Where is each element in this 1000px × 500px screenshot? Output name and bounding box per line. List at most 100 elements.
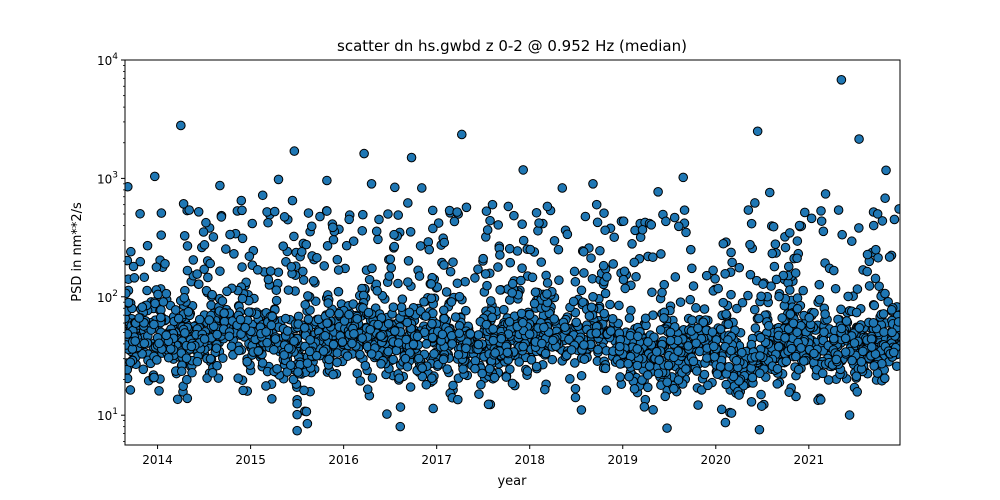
data-point [647, 287, 657, 298]
data-point [453, 349, 464, 360]
data-point [691, 303, 701, 313]
data-point [536, 257, 547, 267]
data-point [225, 229, 235, 240]
data-point [244, 307, 254, 317]
data-point [665, 335, 676, 346]
data-point [480, 269, 491, 279]
data-point [576, 285, 587, 296]
data-point [234, 345, 244, 356]
data-point [836, 323, 847, 334]
data-point [549, 236, 560, 246]
data-point [815, 395, 826, 405]
data-point [289, 146, 300, 156]
y-tick-label: 102 [97, 289, 118, 305]
data-point [452, 278, 463, 289]
data-point [272, 364, 282, 374]
data-point [303, 208, 314, 218]
data-point [576, 370, 587, 381]
x-tick-label: 2021 [794, 453, 825, 467]
data-point [355, 376, 366, 386]
data-point [229, 249, 239, 259]
data-point [198, 227, 209, 237]
data-point [869, 300, 880, 311]
data-point [134, 313, 144, 323]
data-point [862, 249, 873, 260]
data-point [554, 275, 564, 286]
data-point [793, 364, 804, 375]
data-point [691, 338, 701, 349]
x-axis-label: year [497, 474, 527, 489]
data-point [355, 349, 365, 360]
data-point [591, 199, 602, 210]
data-point [305, 335, 315, 345]
data-point [396, 302, 407, 313]
data-point [450, 312, 461, 322]
data-point [414, 353, 424, 364]
data-point [485, 296, 496, 306]
data-point [605, 299, 615, 310]
data-point [862, 266, 872, 277]
data-point [271, 285, 282, 295]
data-point [417, 363, 428, 373]
data-point [548, 335, 558, 346]
data-point [384, 271, 395, 281]
data-point [505, 364, 515, 375]
data-point [383, 209, 393, 219]
data-point [854, 223, 864, 233]
data-point [414, 271, 425, 281]
data-point [602, 272, 612, 282]
data-point [655, 325, 666, 335]
data-point [280, 313, 291, 324]
data-point [503, 201, 514, 212]
data-point [624, 313, 635, 323]
data-point [212, 329, 222, 340]
data-point [579, 340, 589, 350]
data-point [252, 265, 263, 275]
data-point [421, 339, 432, 349]
data-point [828, 333, 839, 344]
data-point [170, 305, 181, 315]
data-point [716, 404, 727, 415]
data-point [383, 346, 394, 357]
data-point [512, 246, 523, 256]
data-point [743, 290, 753, 301]
data-point [421, 311, 431, 321]
data-point [516, 275, 526, 286]
data-point [397, 294, 408, 304]
data-point [517, 263, 527, 274]
data-point [699, 369, 710, 380]
data-point [458, 364, 468, 374]
data-point [299, 322, 310, 333]
data-point [804, 312, 814, 323]
data-point [879, 327, 889, 337]
data-point [814, 294, 825, 305]
data-point [403, 256, 414, 266]
data-point [366, 179, 377, 189]
data-point [318, 346, 329, 356]
data-point [489, 372, 500, 383]
data-point [163, 352, 174, 363]
data-point [539, 322, 549, 333]
data-point [183, 307, 194, 317]
data-point [507, 278, 518, 289]
data-point [799, 207, 810, 218]
data-point [439, 237, 450, 248]
data-point [454, 291, 465, 302]
data-point [653, 187, 663, 197]
data-point [576, 405, 587, 415]
data-point [481, 206, 492, 217]
data-point [663, 360, 674, 371]
data-point [271, 295, 282, 306]
data-point [868, 220, 879, 231]
data-point [312, 252, 322, 263]
data-point [142, 240, 153, 251]
data-point [302, 418, 313, 429]
data-point [311, 350, 322, 361]
data-point [632, 360, 643, 371]
data-point [279, 212, 290, 222]
data-point [851, 307, 862, 318]
data-point [595, 245, 605, 256]
data-point [888, 347, 899, 358]
data-point [393, 278, 403, 289]
data-point [823, 375, 834, 385]
